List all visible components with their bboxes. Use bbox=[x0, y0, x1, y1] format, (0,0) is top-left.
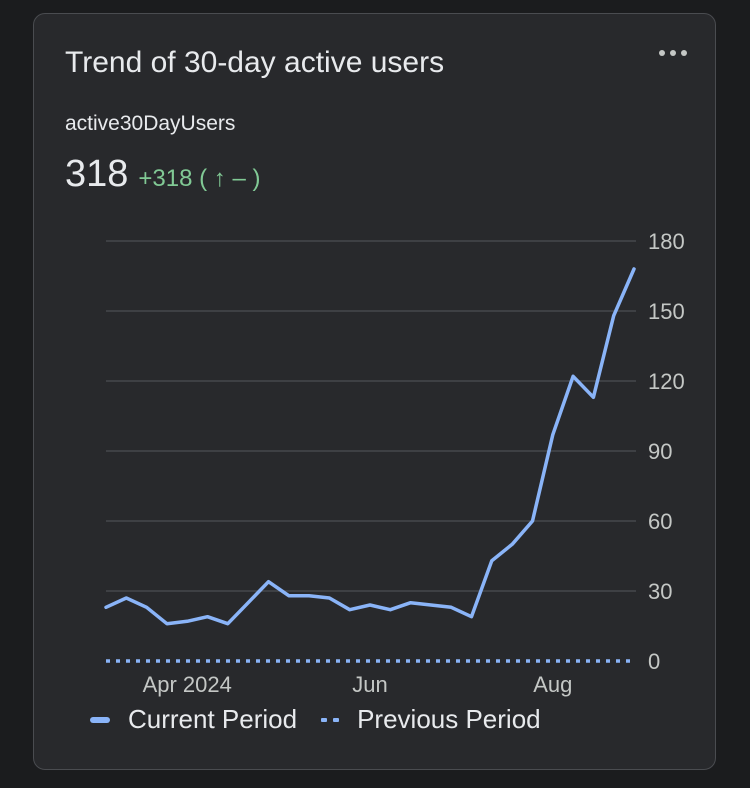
metric-value-row: 318 +318 ( ↑ – ) bbox=[65, 153, 260, 196]
more-dot bbox=[659, 50, 665, 56]
data-point-current bbox=[103, 604, 109, 610]
data-point-current bbox=[205, 614, 211, 620]
data-point-current bbox=[387, 607, 393, 613]
data-point-current bbox=[529, 518, 535, 524]
legend-label-current: Current Period bbox=[128, 704, 298, 734]
y-tick-label: 0 bbox=[648, 649, 660, 674]
data-point-current bbox=[326, 595, 332, 601]
data-point-current bbox=[286, 593, 292, 599]
x-tick-label: Jun bbox=[352, 672, 387, 697]
x-tick-label: Aug bbox=[533, 672, 572, 697]
data-point-current bbox=[184, 618, 190, 624]
data-point-current bbox=[265, 579, 271, 585]
data-point-current bbox=[367, 602, 373, 608]
data-point-current bbox=[347, 607, 353, 613]
y-tick-label: 60 bbox=[648, 509, 672, 534]
y-tick-label: 30 bbox=[648, 579, 672, 604]
legend-item-current[interactable]: Current Period bbox=[90, 704, 297, 735]
data-point-current bbox=[590, 394, 596, 400]
metric-value: 318 bbox=[65, 153, 129, 195]
legend-label-previous: Previous Period bbox=[357, 704, 541, 734]
card-title: Trend of 30-day active users bbox=[65, 46, 445, 79]
data-point-current bbox=[408, 600, 414, 606]
y-tick-label: 90 bbox=[648, 439, 672, 464]
data-point-current bbox=[509, 541, 515, 547]
metric-delta: +318 ( ↑ – ) bbox=[138, 165, 261, 192]
y-tick-label: 180 bbox=[648, 229, 685, 254]
data-point-current bbox=[469, 614, 475, 620]
data-point-current bbox=[448, 604, 454, 610]
line-chart: 0 30 60 90 120 150 180 Apr 2024 Jun Aug bbox=[103, 229, 685, 697]
legend-solid-line-icon bbox=[90, 716, 110, 723]
more-dot bbox=[670, 50, 676, 56]
data-point-current bbox=[144, 604, 150, 610]
chart-card: Trend of 30-day active users active30Day… bbox=[33, 13, 716, 770]
data-point-current bbox=[489, 558, 495, 564]
x-tick-label: Apr 2024 bbox=[143, 672, 232, 697]
legend-dashed-line-icon bbox=[321, 717, 340, 722]
data-point-current bbox=[570, 373, 576, 379]
y-tick-label: 150 bbox=[648, 299, 685, 324]
data-point-current bbox=[225, 621, 231, 627]
metric-label: active30DayUsers bbox=[65, 112, 236, 135]
data-point-current bbox=[306, 593, 312, 599]
data-point-current bbox=[164, 621, 170, 627]
more-horiz-icon[interactable] bbox=[659, 50, 687, 56]
legend-item-previous[interactable]: Previous Period bbox=[297, 704, 541, 735]
y-tick-label: 120 bbox=[648, 369, 685, 394]
data-point-current bbox=[245, 600, 251, 606]
chart-legend: Current Period Previous Period bbox=[90, 704, 541, 735]
data-point-current bbox=[550, 432, 556, 438]
data-point-current bbox=[123, 595, 129, 601]
data-point-current bbox=[631, 266, 637, 272]
series-line-current-period bbox=[104, 267, 636, 626]
data-point-current bbox=[611, 313, 617, 319]
more-dot bbox=[681, 50, 687, 56]
data-point-current bbox=[428, 602, 434, 608]
